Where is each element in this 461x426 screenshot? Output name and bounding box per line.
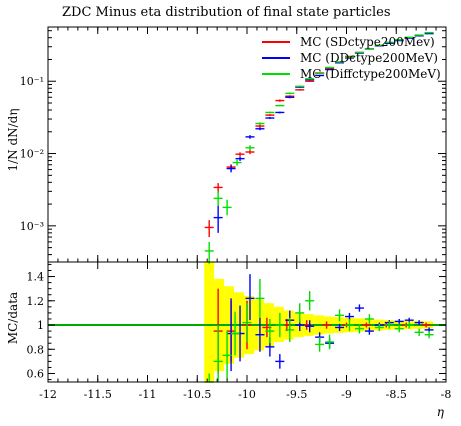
ratio-y-tick-label: 1.4: [27, 271, 45, 284]
x-tick-label: -10.5: [183, 388, 211, 401]
ratio-y-axis-label: MC/data: [6, 292, 20, 344]
legend-label-dd: MC (DDctype200MeV): [300, 51, 438, 65]
x-tick-label: -11.5: [84, 388, 112, 401]
ratio-y-tick-label: 0.8: [27, 343, 45, 356]
x-axis-label: η: [437, 405, 445, 419]
y-tick-label: 10⁻³: [20, 220, 44, 233]
x-tick-label: -11: [139, 388, 157, 401]
y-tick-label: 10⁻²: [20, 148, 44, 161]
main-series-marks: [204, 31, 434, 264]
ratio-series-marks: [204, 274, 434, 383]
x-tick-label: -10: [238, 388, 256, 401]
chart-title: ZDC Minus eta distribution of final stat…: [62, 5, 391, 20]
legend: MC (SDctype200Mev) MC (DDctype200MeV) MC (…: [262, 35, 441, 81]
ratio-y-tick-label: 0.6: [27, 368, 45, 381]
legend-label-sd: MC (SDctype200Mev): [300, 35, 435, 49]
ratio-band-bin: [204, 262, 215, 382]
ratio-y-tick-label: 1: [37, 319, 44, 332]
y-tick-label: 10⁻¹: [20, 75, 44, 88]
x-tick-label: -9.5: [286, 388, 307, 401]
x-tick-label: -12: [39, 388, 57, 401]
axes: -12 -11.5 -11 -10.5 -10 -9.5 -9 -8.5 -8 10⁻³ 10⁻² 1…: [20, 27, 452, 401]
ratio-y-tick-label: 1.2: [27, 295, 45, 308]
legend-label-diff: MC (Diffctype200MeV): [300, 67, 441, 81]
x-tick-label: -9: [341, 388, 352, 401]
x-tick-label: -8.5: [386, 388, 407, 401]
main-y-axis-label: 1/N dN/dη: [6, 108, 20, 171]
x-tick-label: -8: [441, 388, 452, 401]
